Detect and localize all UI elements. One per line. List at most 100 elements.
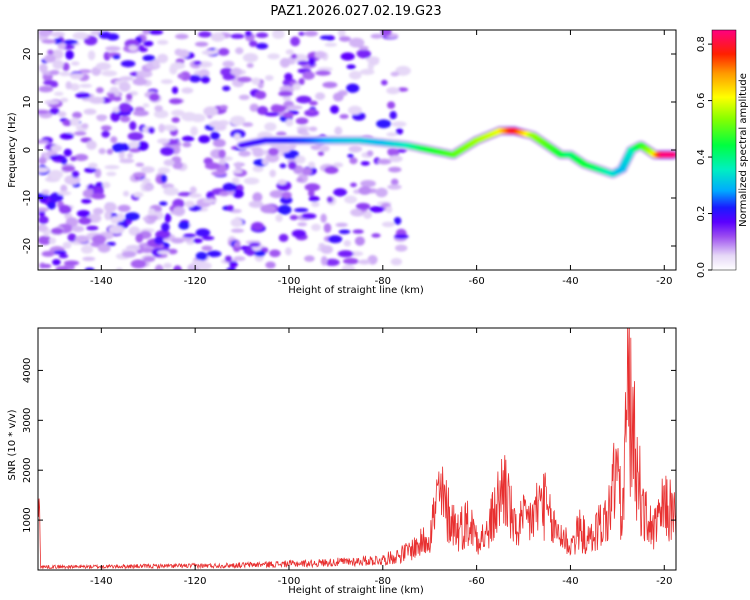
heatmap-noise-blob [322, 81, 338, 89]
heatmap-noise-blob [38, 109, 50, 114]
heatmap-noise-blob [104, 210, 112, 221]
heatmap-noise-blob [234, 241, 241, 248]
x-tick-label: -80 [375, 576, 391, 587]
heatmap-x-axis: -140 -120 -100 -80 -60 -40 -20 [90, 30, 672, 287]
snr-y-axis: 1000 2000 3000 4000 [22, 358, 676, 533]
heatmap-noise-blob [50, 81, 59, 88]
x-tick-label: -40 [562, 576, 578, 587]
heatmap-noise-blob [308, 161, 316, 169]
heatmap-noise-blob [135, 162, 145, 167]
heatmap-noise-blob [363, 211, 372, 219]
heatmap-noise-blob [291, 229, 306, 238]
heatmap-noise-blob [359, 68, 375, 75]
heatmap-noise-blob [112, 54, 121, 60]
heatmap-noise-blob [201, 50, 217, 56]
colorbar-tick-label: 0.6 [696, 93, 707, 109]
heatmap-noise-blob [287, 105, 303, 110]
heatmap-noise-blob [390, 71, 400, 77]
heatmap-noise-blob [189, 74, 202, 83]
heatmap-noise-blob [97, 243, 111, 253]
heatmap-noise-blob [265, 261, 276, 269]
heatmap-noise-blob [298, 78, 305, 85]
heatmap-noise-blob [370, 33, 383, 39]
heatmap-noise-blob [381, 79, 388, 86]
heatmap-noise-blob [278, 233, 289, 242]
colorbar-label: Normalized spectral amplitude [738, 73, 749, 227]
heatmap-noise-blob [119, 76, 134, 81]
heatmap-noise-blob [118, 102, 132, 113]
heatmap-noise-blob [341, 264, 355, 270]
heatmap-noise-blob [130, 259, 147, 269]
x-tick-label: -140 [90, 576, 113, 587]
heatmap-noise-blob [344, 195, 357, 204]
heatmap-noise-blob [346, 64, 356, 70]
heatmap-noise-blob [348, 105, 362, 115]
heatmap-noise-blob [82, 256, 96, 261]
heatmap-noise-blob [252, 192, 263, 203]
heatmap-noise-blob [105, 46, 121, 52]
heatmap-noise-blob [38, 30, 52, 37]
heatmap-noise-blob [161, 222, 170, 232]
heatmap-noise-blob [337, 30, 346, 38]
heatmap-noise-blob [160, 146, 175, 156]
heatmap-noise-blob [304, 30, 318, 37]
heatmap-noise-blob [242, 53, 259, 63]
heatmap-ridge-layer [236, 125, 676, 179]
heatmap-noise-blob [211, 170, 227, 176]
heatmap-noise-blob [269, 190, 284, 199]
snr-frame [37, 327, 677, 571]
heatmap-noise-blob [44, 54, 56, 63]
heatmap-noise-blob [50, 31, 65, 38]
heatmap-noise-blob [346, 83, 360, 93]
heatmap-noise-blob [289, 214, 298, 221]
heatmap-noise-blob [98, 31, 112, 39]
heatmap-noise-blob [320, 255, 328, 266]
heatmap-noise-blob [390, 258, 403, 266]
heatmap-noise-blob [171, 237, 185, 244]
heatmap-noise-blob [60, 184, 68, 193]
heatmap-noise-blob [163, 262, 173, 269]
heatmap-noise-blob [292, 83, 301, 91]
heatmap-noise-blob [226, 267, 236, 270]
heatmap-noise-blob [308, 195, 320, 202]
heatmap-noise-blob [210, 32, 225, 42]
heatmap-noise-blob [228, 261, 238, 268]
heatmap-noise-blob [281, 191, 292, 199]
heatmap-noise-layer [38, 30, 411, 270]
heatmap-noise-blob [297, 222, 308, 227]
heatmap-noise-blob [152, 58, 160, 68]
heatmap-noise-blob [57, 111, 67, 118]
heatmap-noise-blob [304, 183, 321, 192]
heatmap-noise-blob [204, 162, 221, 170]
heatmap-noise-blob [140, 166, 155, 174]
ridge-point [668, 151, 676, 158]
heatmap-y-axis-label: Frequency (Hz) [7, 112, 18, 188]
heatmap-noise-blob [227, 205, 234, 212]
heatmap-noise-blob [41, 39, 57, 44]
heatmap-noise-blob [278, 90, 293, 97]
heatmap-noise-blob [230, 218, 243, 228]
heatmap-noise-blob [102, 181, 111, 189]
heatmap-noise-blob [279, 163, 287, 169]
colorbar: 0.0 0.2 0.4 0.6 0.8 Normalized spectral ampl… [696, 29, 749, 278]
y-tick-label: -20 [22, 238, 33, 254]
heatmap-noise-blob [78, 69, 92, 74]
heatmap-noise-blob [61, 165, 76, 172]
heatmap-noise-blob [277, 204, 292, 215]
heatmap-noise-blob [260, 204, 277, 214]
heatmap-noise-blob [360, 161, 370, 166]
heatmap-noise-blob [230, 115, 246, 126]
heatmap-noise-blob [202, 236, 215, 241]
heatmap-noise-blob [267, 53, 280, 60]
heatmap-noise-blob [163, 159, 175, 166]
heatmap-noise-blob [198, 31, 212, 38]
x-tick-label: -80 [375, 276, 391, 287]
heatmap-noise-blob [387, 147, 400, 157]
x-tick-label: -120 [184, 576, 207, 587]
heatmap-noise-blob [326, 196, 334, 203]
heatmap-noise-blob [132, 110, 149, 117]
heatmap-noise-blob [375, 187, 388, 198]
heatmap-noise-blob [393, 217, 402, 225]
heatmap-noise-blob [55, 265, 69, 270]
